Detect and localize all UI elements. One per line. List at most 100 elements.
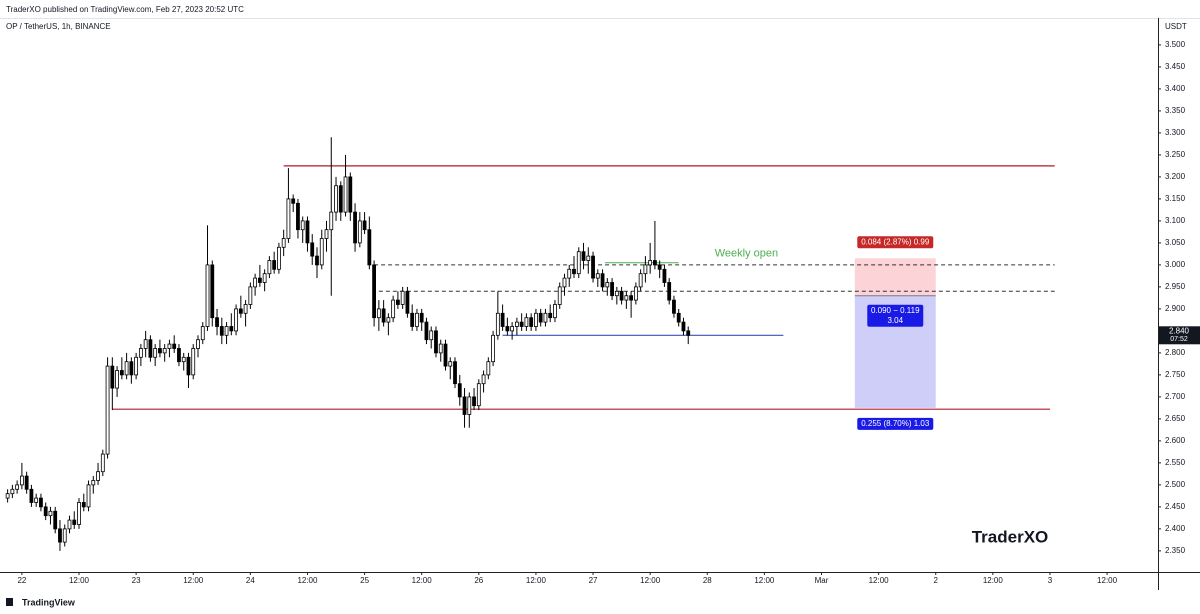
candle-body bbox=[119, 370, 124, 376]
candle-body bbox=[15, 484, 20, 490]
candle-body bbox=[277, 246, 281, 270]
x-tick-label: 12:00 bbox=[297, 576, 318, 585]
x-tick-label: 22 bbox=[17, 576, 26, 585]
candle-body bbox=[43, 506, 48, 517]
target-label: 0.255 (8.70%) 1.03 bbox=[861, 419, 930, 428]
candle-body bbox=[96, 471, 100, 481]
candle-body bbox=[305, 220, 310, 244]
candle-body bbox=[372, 264, 377, 319]
x-tick-label: 23 bbox=[132, 576, 141, 585]
candle-body bbox=[453, 361, 457, 385]
x-tick-label: 12:00 bbox=[754, 576, 775, 585]
x-tick-label: 12:00 bbox=[869, 576, 890, 585]
candle-body bbox=[548, 312, 553, 319]
y-tick-label: 2.650 bbox=[1165, 414, 1186, 423]
candle-body bbox=[81, 502, 86, 508]
candle-body bbox=[495, 312, 500, 336]
candle-body bbox=[310, 242, 315, 257]
candle-body bbox=[357, 220, 362, 244]
y-tick-label: 3.050 bbox=[1165, 238, 1186, 247]
candle-body bbox=[67, 519, 72, 530]
candle-body bbox=[400, 290, 405, 305]
x-tick-label: 12:00 bbox=[526, 576, 547, 585]
candle-body bbox=[257, 277, 262, 283]
candle-body bbox=[648, 260, 653, 266]
candle-body bbox=[514, 321, 519, 327]
candle-body bbox=[315, 255, 319, 266]
candle-body bbox=[676, 312, 681, 323]
candle-body bbox=[238, 308, 243, 314]
candle-body bbox=[286, 198, 291, 239]
y-tick-label: 3.400 bbox=[1165, 84, 1186, 93]
candle-body bbox=[638, 273, 643, 288]
candle-body bbox=[124, 361, 129, 376]
candle-body bbox=[353, 211, 357, 244]
candle-body bbox=[39, 497, 43, 508]
candle-body bbox=[53, 510, 58, 530]
candle-body bbox=[348, 176, 353, 213]
stop-label: 0.084 (2.87%) 0.99 bbox=[861, 237, 930, 246]
candle-body bbox=[633, 286, 638, 301]
candle-body bbox=[110, 365, 115, 389]
candle-body bbox=[48, 510, 53, 517]
candle-body bbox=[381, 308, 386, 323]
ratio-label-bg bbox=[867, 304, 924, 327]
symbol-title: OP / TetherUS, 1h, BINANCE bbox=[6, 22, 111, 31]
candle-body bbox=[148, 339, 153, 358]
x-tick-label: 12:00 bbox=[983, 576, 1004, 585]
weekly-open-label: Weekly open bbox=[715, 248, 778, 260]
candle-body bbox=[486, 361, 491, 376]
candle-body bbox=[672, 299, 676, 314]
candle-body bbox=[667, 282, 672, 301]
y-tick-label: 3.300 bbox=[1165, 128, 1186, 137]
candle-body bbox=[158, 348, 162, 354]
candle-body bbox=[243, 304, 248, 314]
candle-body bbox=[72, 519, 77, 525]
candle-body bbox=[481, 374, 486, 385]
candle-body bbox=[681, 321, 686, 332]
candle-body bbox=[19, 475, 24, 486]
candle-body bbox=[143, 339, 148, 349]
candle-body bbox=[519, 321, 524, 327]
candle-body bbox=[614, 290, 619, 297]
candle-body bbox=[419, 312, 424, 323]
stop-label-bg bbox=[857, 236, 934, 249]
y-unit: USDT bbox=[1165, 22, 1187, 31]
candle-body bbox=[138, 348, 143, 358]
candle-body bbox=[562, 277, 567, 288]
candle-body bbox=[610, 282, 614, 297]
candle-body bbox=[429, 330, 434, 341]
x-tick-label: 12:00 bbox=[69, 576, 90, 585]
candle-body bbox=[100, 453, 105, 473]
y-tick-label: 2.950 bbox=[1165, 282, 1186, 291]
candle-body bbox=[248, 286, 253, 305]
candle-body bbox=[181, 356, 186, 363]
candle-body bbox=[405, 290, 410, 314]
y-tick-label: 2.750 bbox=[1165, 370, 1186, 379]
countdown: 07:52 bbox=[1170, 336, 1188, 343]
candle-body bbox=[557, 286, 562, 305]
x-tick-label: 12:00 bbox=[640, 576, 661, 585]
candle-body bbox=[329, 211, 334, 231]
candle-body bbox=[191, 348, 196, 376]
candle-body bbox=[395, 299, 400, 305]
candle-body bbox=[77, 502, 81, 525]
x-tick-label: 27 bbox=[589, 576, 598, 585]
y-tick-label: 2.900 bbox=[1165, 304, 1186, 313]
y-tick-label: 2.600 bbox=[1165, 436, 1186, 445]
candle-body bbox=[172, 343, 177, 349]
y-tick-label: 3.100 bbox=[1165, 216, 1186, 225]
candle-body bbox=[605, 282, 610, 288]
candle-body bbox=[86, 484, 91, 508]
candle-body bbox=[34, 497, 39, 503]
candle-body bbox=[472, 396, 476, 407]
candle-body bbox=[591, 255, 595, 279]
candle-body bbox=[115, 370, 119, 389]
candle-body bbox=[524, 317, 529, 327]
candle-body bbox=[567, 268, 572, 279]
candle-body bbox=[415, 312, 419, 327]
x-tick-label: 28 bbox=[703, 576, 712, 585]
candle-body bbox=[129, 361, 134, 376]
y-tick-label: 3.200 bbox=[1165, 172, 1186, 181]
candle-body bbox=[600, 273, 605, 288]
